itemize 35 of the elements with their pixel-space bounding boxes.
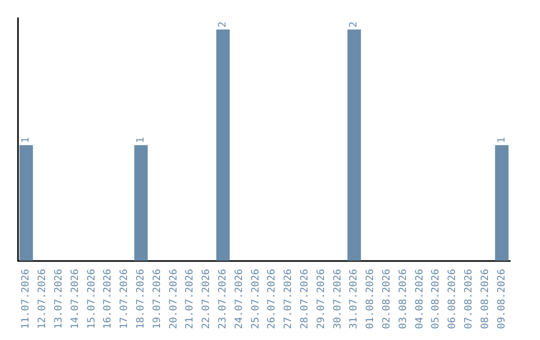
x-tick-label: 02.08.2026 [382, 268, 392, 330]
x-tick-label: 06.08.2026 [447, 268, 458, 330]
x-tick-label: 19.07.2026 [152, 268, 163, 330]
x-tick-label: 21.07.2026 [184, 268, 196, 330]
x-tick-label: 13.07.2026 [54, 268, 64, 330]
x-tick-label: 20.07.2026 [168, 268, 180, 330]
data-label: 1 [136, 137, 146, 144]
x-tick-label: 12.07.2026 [37, 268, 48, 330]
x-tick-label: 31.07.2026 [348, 268, 360, 330]
x-tick-label: 08.08.2026 [480, 268, 491, 330]
x-tick-label: 23.07.2026 [218, 268, 228, 330]
x-tick-label: 05.08.2026 [430, 268, 442, 330]
data-label: 1 [20, 137, 32, 144]
x-tick-label: 29.07.2026 [316, 268, 327, 330]
x-tick-label: 14.07.2026 [70, 268, 81, 330]
x-tick-label: 09.08.2026 [496, 268, 508, 330]
x-tick-label: 18.07.2026 [136, 268, 146, 330]
x-tick-label: 25.07.2026 [250, 268, 262, 330]
x-tick-label: 07.08.2026 [464, 268, 474, 330]
x-tick-label: 03.08.2026 [398, 268, 409, 330]
x-tick-label: 16.07.2026 [102, 268, 114, 330]
data-label: 1 [496, 137, 508, 144]
x-tick-label: 11.07.2026 [20, 268, 32, 330]
x-tick-label: 17.07.2026 [119, 268, 130, 330]
x-tick-label: 26.07.2026 [266, 268, 278, 330]
x-tick-label: 15.07.2026 [86, 268, 98, 330]
x-tick-label: 24.07.2026 [234, 268, 245, 330]
x-tick-label: 01.08.2026 [365, 268, 376, 330]
x-tick-label: 22.07.2026 [201, 268, 212, 330]
data-label: 2 [218, 22, 228, 28]
x-tick-label: 27.07.2026 [283, 268, 294, 330]
data-label: 2 [348, 22, 360, 28]
x-tick-label: 28.07.2026 [300, 268, 310, 330]
x-tick-label: 04.08.2026 [414, 268, 426, 330]
x-tick-label: 30.07.2026 [332, 268, 344, 330]
